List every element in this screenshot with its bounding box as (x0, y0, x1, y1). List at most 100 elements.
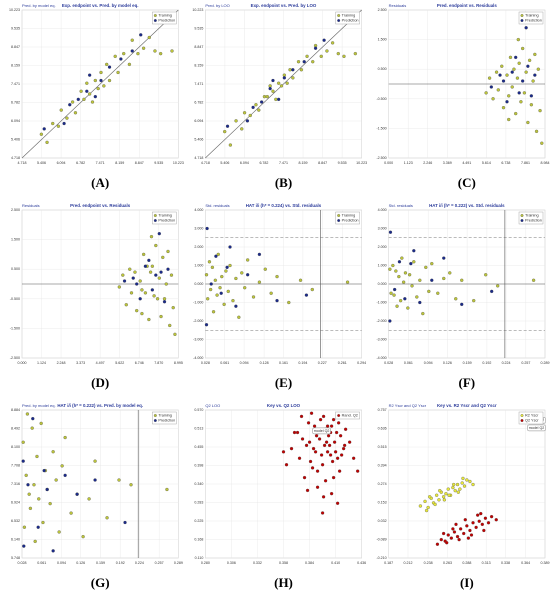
point (21, 459, 25, 463)
y-axis-label: Pred. by model eq. (22, 403, 56, 408)
y-tick-label: -0.089 (376, 537, 386, 541)
point (45, 487, 49, 492)
point (319, 453, 324, 457)
point (73, 111, 78, 115)
point (318, 418, 323, 422)
point (439, 537, 443, 542)
x-tick-label: 2.246 (423, 161, 432, 165)
point (133, 270, 137, 274)
x-tick-label: 0.224 (135, 561, 144, 565)
point (315, 469, 320, 473)
point (508, 55, 513, 60)
point (158, 51, 163, 56)
point (105, 516, 109, 520)
legend (518, 411, 544, 425)
point (24, 473, 28, 477)
point (455, 482, 460, 487)
legend (335, 411, 360, 420)
point (168, 323, 172, 328)
point (477, 519, 481, 523)
point (395, 304, 399, 308)
legend-label: Rand. Q2 (342, 414, 358, 418)
panel: 0.000 1.124 2.248 3.373 4.497 5.622 6.746 7.870… (10, 203, 183, 390)
panel: 0.187 0.212 0.238 0.263 0.288 0.313 0.338 0.364… (376, 403, 549, 590)
point (70, 100, 75, 104)
point (257, 252, 262, 257)
point (471, 521, 475, 525)
y-tick-label: 0.500 (11, 267, 20, 271)
point (171, 306, 175, 310)
x-tick-label: 3.369 (443, 161, 452, 165)
y-tick-label: -2.500 (10, 356, 20, 360)
legend-swatch (337, 214, 341, 217)
point (85, 81, 89, 85)
point (28, 506, 33, 511)
panel: 4.718 5.406 6.094 6.782 7.471 8.159 8.847 9.535… (9, 3, 184, 190)
point (452, 530, 457, 534)
point (237, 315, 241, 319)
point (446, 533, 450, 537)
point (39, 132, 44, 136)
x-tick-label: 0.061 (220, 361, 229, 365)
legend (335, 11, 360, 25)
legend-swatch (337, 414, 341, 417)
point (321, 414, 326, 419)
point (138, 279, 142, 283)
point (305, 488, 310, 493)
point (394, 269, 398, 273)
point (263, 267, 267, 271)
point (531, 79, 535, 83)
point (305, 54, 309, 58)
point (209, 282, 213, 286)
point (96, 86, 100, 91)
point (462, 531, 466, 536)
point (147, 35, 151, 40)
point (424, 508, 429, 513)
point (87, 73, 92, 77)
point (494, 518, 498, 522)
panel: 0.028 0.061 0.094 0.126 0.159 0.192 0.224 0.257… (376, 203, 549, 390)
y-tick-label: -0.500 (376, 97, 386, 101)
point (93, 459, 97, 463)
point (210, 265, 215, 270)
point (474, 525, 478, 530)
point (512, 67, 516, 71)
point (68, 103, 72, 107)
point (448, 271, 452, 275)
y-tick-label: -1.500 (376, 126, 386, 130)
point (269, 291, 273, 295)
point (389, 291, 393, 295)
point (242, 111, 247, 115)
x-tick-label: 9.535 (338, 161, 347, 165)
point (507, 94, 511, 98)
point (329, 424, 334, 428)
point (291, 76, 295, 80)
point (271, 89, 275, 93)
point (454, 297, 458, 301)
y-tick-label: -1.500 (10, 326, 20, 330)
x-tick-label: 4.497 (96, 361, 105, 365)
point (124, 303, 128, 307)
point (320, 463, 325, 467)
point (31, 417, 35, 421)
point (483, 516, 488, 520)
point (471, 482, 475, 487)
point (531, 278, 536, 282)
point (451, 485, 455, 490)
point (150, 288, 155, 292)
x-tick-label: 0.094 (57, 561, 66, 565)
y-tick-label: 0.274 (378, 482, 387, 486)
point (522, 91, 527, 95)
point (122, 51, 126, 56)
legend-swatch (153, 14, 157, 17)
point (140, 311, 144, 316)
point (426, 505, 430, 510)
legend-swatch (337, 14, 341, 17)
x-tick-label: 8.159 (115, 161, 124, 165)
point (116, 70, 120, 75)
point (524, 26, 528, 30)
point (463, 518, 467, 522)
point (433, 502, 437, 507)
point (435, 542, 440, 546)
x-tick-label: 0.306 (227, 561, 236, 565)
